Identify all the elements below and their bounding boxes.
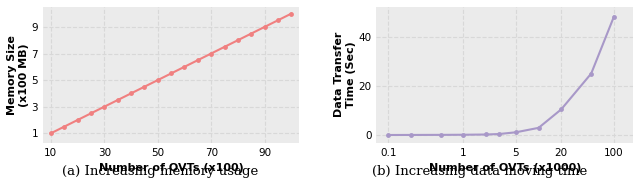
X-axis label: Number of OVTs (x100): Number of OVTs (x100) bbox=[99, 163, 243, 173]
Y-axis label: Data Transfer
Time (Sec): Data Transfer Time (Sec) bbox=[334, 32, 356, 118]
Y-axis label: Memory Size
(x100 MB): Memory Size (x100 MB) bbox=[7, 35, 29, 115]
Text: (a) Increasing memory usage: (a) Increasing memory usage bbox=[62, 165, 258, 178]
X-axis label: Number of OVTs (x1000): Number of OVTs (x1000) bbox=[429, 163, 581, 173]
Text: (b) Increasing data moving time: (b) Increasing data moving time bbox=[372, 165, 588, 178]
